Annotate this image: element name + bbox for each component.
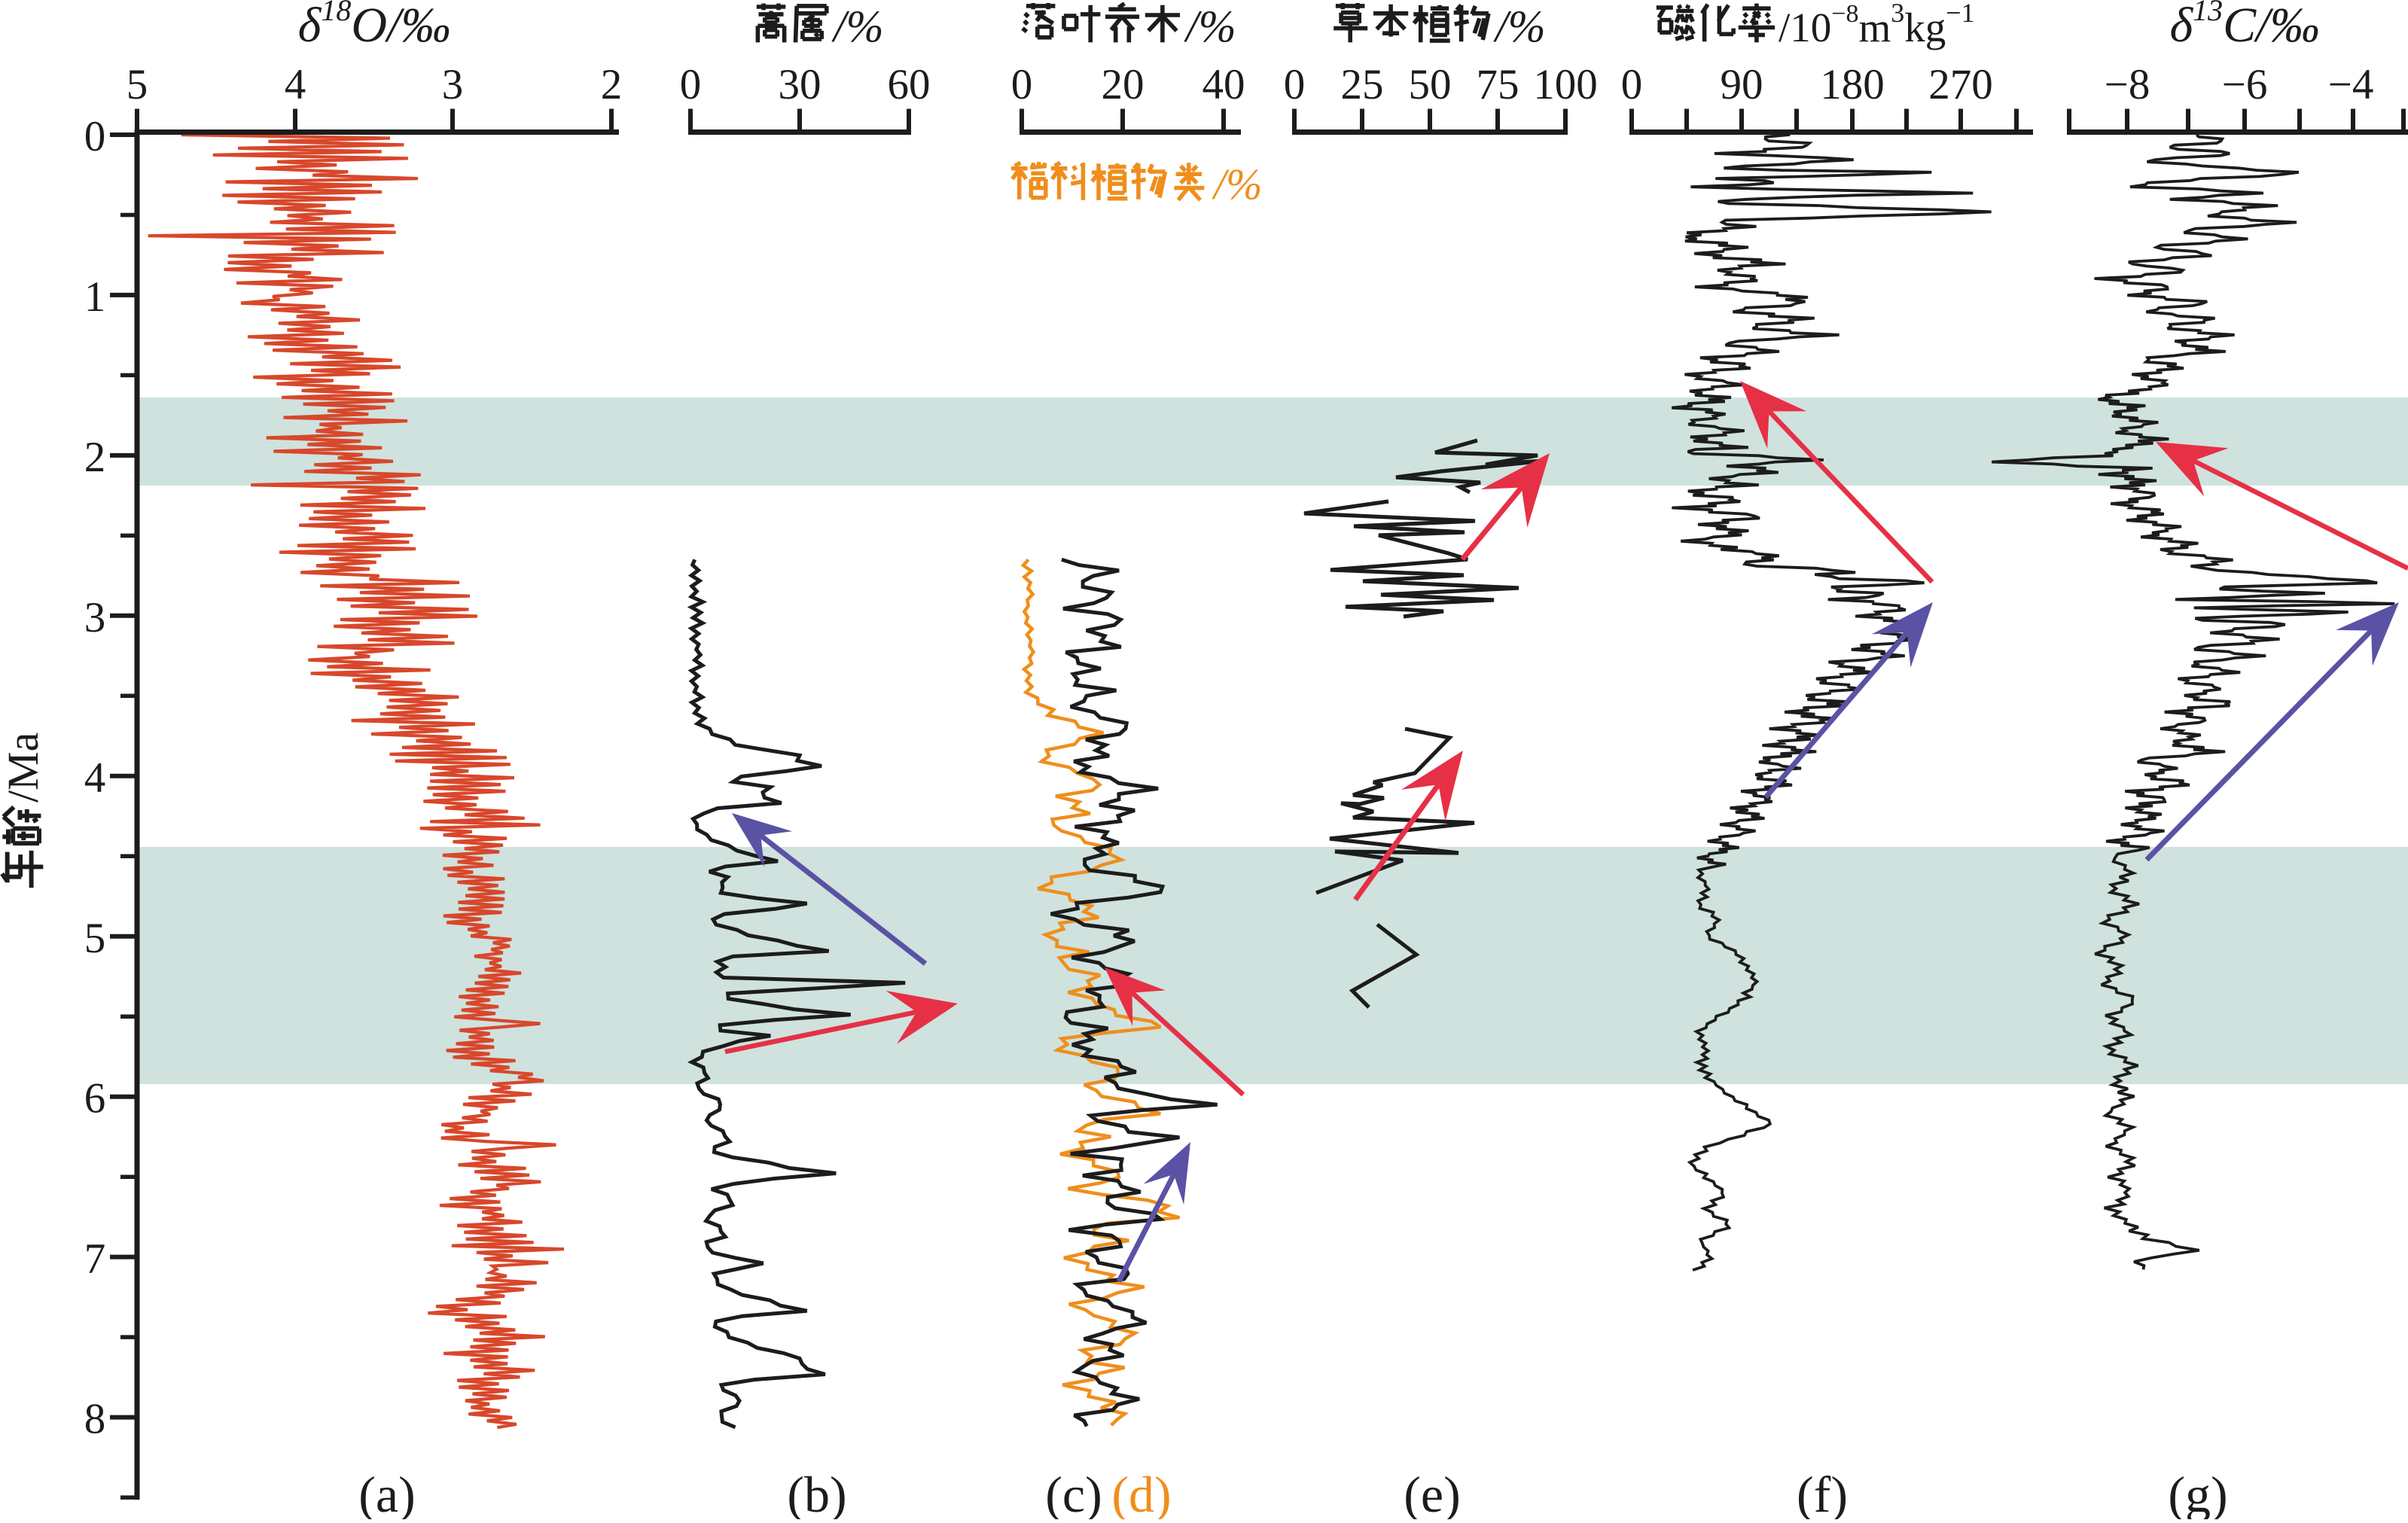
svg-text:0: 0 <box>1011 61 1033 108</box>
svg-text:/Ma: /Ma <box>0 733 47 803</box>
svg-text:0: 0 <box>1284 61 1306 108</box>
svg-text:8: 8 <box>84 1396 106 1443</box>
svg-text:δ13C/‰: δ13C/‰ <box>2169 0 2319 53</box>
svg-text:(d): (d) <box>1111 1466 1171 1519</box>
svg-text:7: 7 <box>84 1235 106 1283</box>
svg-text:4: 4 <box>84 754 106 802</box>
svg-text:2: 2 <box>601 61 623 108</box>
svg-text:6: 6 <box>84 1075 106 1122</box>
svg-text:(a): (a) <box>358 1466 415 1519</box>
svg-text:40: 40 <box>1202 61 1245 108</box>
svg-text:5: 5 <box>126 61 148 108</box>
svg-text:0: 0 <box>680 61 702 108</box>
svg-text:(c): (c) <box>1045 1466 1102 1519</box>
svg-text:180: 180 <box>1820 61 1885 108</box>
svg-text:0: 0 <box>1621 61 1643 108</box>
svg-text:3: 3 <box>442 61 464 108</box>
svg-text:−8: −8 <box>2105 61 2150 108</box>
svg-text:/%: /% <box>1212 160 1262 209</box>
svg-text:/%: /% <box>831 2 884 51</box>
svg-text:60: 60 <box>888 61 931 108</box>
svg-text:50: 50 <box>1409 61 1452 108</box>
svg-text:20: 20 <box>1102 61 1145 108</box>
svg-text:100: 100 <box>1533 61 1598 108</box>
svg-text:1: 1 <box>84 273 106 321</box>
svg-text:3: 3 <box>84 594 106 641</box>
svg-text:(f): (f) <box>1797 1466 1848 1519</box>
svg-text:5: 5 <box>84 915 106 962</box>
svg-text:270: 270 <box>1928 61 1993 108</box>
svg-text:(b): (b) <box>787 1466 846 1519</box>
svg-text:/%: /% <box>1184 2 1236 51</box>
svg-text:30: 30 <box>779 61 821 108</box>
svg-text:(e): (e) <box>1404 1466 1460 1519</box>
svg-text:75: 75 <box>1477 61 1519 108</box>
svg-text:4: 4 <box>285 61 306 108</box>
svg-text:2: 2 <box>84 434 106 481</box>
svg-text:0: 0 <box>84 113 106 160</box>
svg-text:−6: −6 <box>2222 61 2268 108</box>
svg-text:δ18O/‰: δ18O/‰ <box>298 0 451 53</box>
svg-text:−4: −4 <box>2328 61 2374 108</box>
svg-text:25: 25 <box>1341 61 1384 108</box>
svg-text:90: 90 <box>1721 61 1763 108</box>
svg-text:/10−8m3kg−1: /10−8m3kg−1 <box>1779 0 1975 50</box>
svg-text:(g): (g) <box>2168 1466 2227 1519</box>
svg-text:/%: /% <box>1493 2 1546 51</box>
